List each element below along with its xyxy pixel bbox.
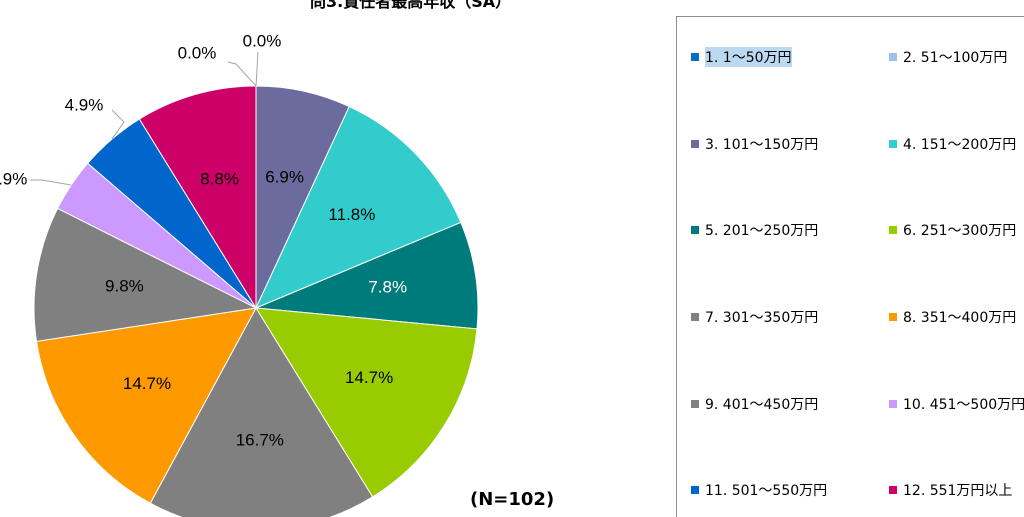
data-label: 6.9% bbox=[265, 167, 304, 186]
data-label: 0.0% bbox=[243, 31, 282, 50]
legend-swatch bbox=[691, 313, 699, 321]
data-label: 16.7% bbox=[236, 431, 284, 450]
leader-line bbox=[227, 61, 257, 87]
legend-label: 8. 351～400万円 bbox=[903, 310, 1017, 326]
data-label: 8.8% bbox=[200, 169, 239, 188]
legend-swatch bbox=[889, 53, 897, 61]
legend-label: 9. 401～450万円 bbox=[705, 397, 819, 413]
legend-swatch bbox=[691, 140, 699, 148]
pie-slice bbox=[35, 307, 257, 504]
data-label: 4.9% bbox=[65, 95, 104, 114]
legend-swatch bbox=[691, 400, 699, 408]
legend-label: 11. 501～550万円 bbox=[705, 483, 828, 499]
legend-label: 10. 451～500万円 bbox=[903, 397, 1024, 413]
leader-line bbox=[111, 109, 125, 140]
legend-label: 6. 251～300万円 bbox=[903, 223, 1017, 239]
pie-slice bbox=[255, 105, 462, 309]
legend-swatch bbox=[889, 400, 897, 408]
legend-item: 6. 251～300万円 bbox=[889, 219, 1016, 241]
data-label: 0.0% bbox=[178, 43, 217, 62]
legend-item: 9. 401～450万円 bbox=[691, 393, 818, 415]
legend-item: 4. 151～200万円 bbox=[889, 133, 1016, 155]
legend-item: 7. 301～350万円 bbox=[691, 306, 818, 328]
pie-slice bbox=[138, 85, 257, 310]
leader-line bbox=[255, 51, 259, 87]
legend-label: 4. 151～200万円 bbox=[903, 137, 1017, 153]
legend-swatch bbox=[691, 53, 699, 61]
legend-label: 2. 51～100万円 bbox=[903, 50, 1008, 66]
legend: 1. 1～50万円 2. 51～100万円 3. 101～150万円 4. 151～2… bbox=[676, 16, 1024, 517]
data-label: 14.7% bbox=[345, 368, 393, 387]
legend-swatch bbox=[889, 226, 897, 234]
legend-swatch bbox=[691, 486, 699, 494]
data-label: 14.7% bbox=[123, 374, 171, 393]
pie-slice bbox=[255, 221, 479, 330]
pie-chart: 0.0% 0.0% 6.9% 11.8% 7.8% 14.7% 16.7% 14.7% 9.8%… bbox=[0, 31, 479, 517]
legend-item: 1. 1～50万円 bbox=[691, 46, 792, 68]
legend-item: 11. 501～550万円 bbox=[691, 479, 827, 501]
legend-item: 12. 551万円以上 bbox=[889, 479, 1012, 501]
leader-line bbox=[30, 179, 72, 186]
legend-swatch bbox=[889, 486, 897, 494]
legend-label: 1. 1～50万円 bbox=[705, 47, 792, 67]
legend-label: 3. 101～150万円 bbox=[705, 137, 819, 153]
chart-title: 問3.責任者最高年収（SA） bbox=[310, 0, 512, 11]
pie-slice bbox=[149, 307, 374, 517]
sample-size-label: (N=102) bbox=[470, 489, 555, 510]
data-label: 7.8% bbox=[368, 277, 407, 296]
legend-item: 10. 451～500万円 bbox=[889, 393, 1024, 415]
data-label: 3.9% bbox=[0, 169, 27, 188]
legend-label: 7. 301～350万円 bbox=[705, 310, 819, 326]
legend-label: 5. 201～250万円 bbox=[705, 223, 819, 239]
legend-item: 8. 351～400万円 bbox=[889, 306, 1016, 328]
data-label: 9.8% bbox=[105, 277, 144, 296]
legend-item: 2. 51～100万円 bbox=[889, 46, 1007, 68]
legend-swatch bbox=[691, 226, 699, 234]
legend-swatch bbox=[889, 313, 897, 321]
legend-item: 5. 201～250万円 bbox=[691, 219, 818, 241]
legend-item: 3. 101～150万円 bbox=[691, 133, 818, 155]
legend-label: 12. 551万円以上 bbox=[903, 483, 1013, 499]
legend-swatch bbox=[889, 140, 897, 148]
pie-slice bbox=[255, 307, 478, 498]
pie-slice bbox=[33, 207, 258, 342]
data-label: 11.8% bbox=[328, 205, 375, 224]
